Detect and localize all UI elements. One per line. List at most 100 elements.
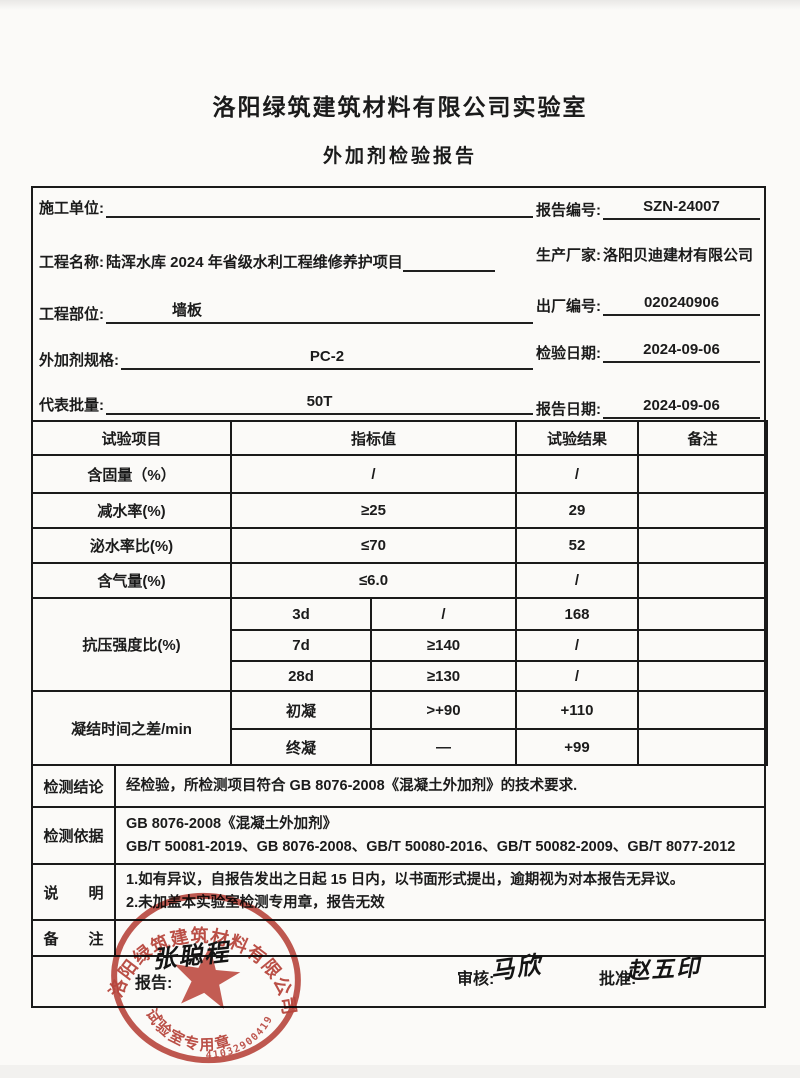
table-row: 减水率(%) ≥25 29 [31, 492, 769, 529]
stamp-ring [111, 892, 301, 1064]
row-note [637, 492, 769, 529]
notes-row: 说 明 1.如有异议，自报告发出之日起 15 日内，以书面形式提出，逾期视为对本… [31, 863, 766, 921]
basis-row: 检测依据 GB 8076-2008《混凝土外加剂》 GB/T 50081-201… [31, 806, 766, 865]
strength-ratio-item: 抗压强度比(%) [31, 597, 232, 692]
test-date-value: 2024-09-06 [603, 339, 760, 363]
row-result: / [515, 562, 640, 599]
col-header-result: 试验结果 [515, 420, 640, 456]
construction-unit-value [106, 196, 533, 218]
row-note [637, 629, 769, 662]
row-stage: 终凝 [230, 728, 372, 766]
report-date-label: 报告日期: [536, 401, 601, 418]
row-spec: ≥140 [369, 629, 518, 662]
approve-signature: 赵五印 [625, 955, 702, 985]
row-age: 7d [230, 629, 372, 662]
table-row: 28d ≥130 / [32, 660, 769, 692]
approve-sign-label: 批准: [599, 971, 637, 988]
admixture-spec-label: 外加剂规格: [39, 352, 119, 369]
batch-size-label: 代表批量: [39, 397, 104, 414]
sections-table: 检测结论 经检验，所检测项目符合 GB 8076-2008《混凝土外加剂》的技术… [31, 764, 766, 957]
review-sign-label: 审核: [457, 971, 495, 988]
basis-line-2: GB/T 50081-2019、GB 8076-2008、GB/T 50080-… [126, 838, 736, 855]
conclusion-row: 检测结论 经检验，所检测项目符合 GB 8076-2008《混凝土外加剂》的技术… [31, 764, 766, 808]
basis-label: 检测依据 [31, 806, 116, 865]
row-result: / [515, 629, 640, 662]
lab-title: 洛阳绿筑建筑材料有限公司实验室 [212, 94, 588, 120]
report-no-field: 报告编号: SZN-24007 [536, 196, 760, 220]
manufacturer-label: 生产厂家: [536, 247, 601, 264]
row-note [637, 597, 769, 631]
report-date-value: 2024-09-06 [603, 395, 760, 419]
admixture-spec-value: PC-2 [121, 346, 533, 370]
report-no-label: 报告编号: [536, 202, 601, 219]
report-title: 外加剂检验报告 [322, 146, 477, 167]
table-row: 抗压强度比(%) 3d / 168 [31, 597, 769, 692]
setting-time-item: 凝结时间之差/min [31, 690, 232, 766]
signoff-row: 报告: 审核: 批准: [33, 949, 764, 1006]
row-item: 泌水率比(%) [31, 527, 232, 564]
row-note [637, 527, 769, 564]
report-date-field: 报告日期: 2024-09-06 [536, 395, 760, 419]
factory-no-label: 出厂编号: [536, 298, 601, 315]
remark-label: 备 注 [31, 919, 116, 957]
notes-label: 说 明 [31, 863, 116, 921]
table-header-row: 试验项目 指标值 试验结果 备注 [31, 420, 769, 456]
table-row: 凝结时间之差/min 初凝 >+90 +110 [31, 690, 769, 766]
row-result: 52 [515, 527, 640, 564]
manufacturer-field: 生产厂家: 洛阳贝迪建材有限公司 [536, 244, 760, 265]
row-stage: 初凝 [230, 690, 372, 730]
row-spec: / [229, 454, 518, 494]
row-spec: ≤6.0 [229, 562, 518, 599]
official-stamp: 洛阳绿筑建筑材料有限公司 试验室专用章 4103290041992 [96, 878, 309, 1069]
row-result: 168 [515, 597, 640, 631]
row-note [637, 660, 769, 692]
row-note [637, 454, 769, 494]
row-item: 减水率(%) [31, 492, 232, 529]
table-row: 含气量(%) ≤6.0 / [31, 562, 769, 599]
admixture-spec-field: 外加剂规格: PC-2 [39, 346, 533, 370]
construction-unit-label: 施工单位: [39, 200, 104, 217]
test-date-field: 检验日期: 2024-09-06 [536, 339, 760, 363]
report-form: 施工单位: 工程名称: 陆浑水库 2024 年省级水利工程维修养护项目 工程部位… [31, 186, 769, 1008]
col-header-item: 试验项目 [31, 420, 232, 456]
row-result: 29 [515, 492, 640, 529]
row-note [637, 562, 769, 599]
row-spec: — [369, 728, 518, 766]
project-name-value: 陆浑水库 2024 年省级水利工程维修养护项目 [106, 254, 403, 271]
manufacturer-value: 洛阳贝迪建材有限公司 [603, 247, 754, 264]
table-row: 泌水率比(%) ≤70 52 [31, 527, 769, 564]
row-result: / [515, 454, 640, 494]
project-part-label: 工程部位: [39, 306, 104, 323]
results-table: 试验项目 指标值 试验结果 备注 含固量（%） / / 减水率(%) ≥25 2… [31, 420, 769, 766]
row-result: +99 [515, 728, 640, 766]
row-result: / [515, 660, 640, 692]
batch-size-value: 50T [106, 391, 533, 415]
table-row: 含固量（%） / / [31, 454, 769, 494]
row-item: 含固量（%） [31, 454, 232, 494]
row-spec: / [369, 597, 518, 631]
notes-line-1: 1.如有异议，自报告发出之日起 15 日内，以书面形式提出，逾期视为对本报告无异… [126, 872, 685, 888]
row-age: 28d [230, 660, 372, 692]
conclusion-text: 经检验，所检测项目符合 GB 8076-2008《混凝土外加剂》的技术要求. [114, 764, 766, 808]
row-note [637, 690, 769, 730]
remark-text [114, 919, 766, 957]
col-header-note: 备注 [637, 420, 769, 456]
row-item: 含气量(%) [31, 562, 232, 599]
remark-row: 备 注 [31, 919, 766, 957]
batch-size-field: 代表批量: 50T [39, 391, 533, 415]
row-result: +110 [515, 690, 640, 730]
row-spec: ≥130 [369, 660, 518, 692]
project-part-value: 墙板 [106, 300, 533, 324]
report-no-value: SZN-24007 [603, 196, 760, 220]
row-spec: >+90 [369, 690, 518, 730]
table-row: 7d ≥140 / [32, 629, 769, 662]
project-name-underline [402, 250, 495, 272]
project-name-field: 工程名称: 陆浑水库 2024 年省级水利工程维修养护项目 [39, 250, 533, 272]
table-row: 终凝 — +99 [32, 728, 769, 766]
row-spec: ≥25 [229, 492, 518, 529]
review-signature: 马欣 [488, 950, 545, 986]
basis-line-1: GB 8076-2008《混凝土外加剂》 [126, 815, 338, 832]
factory-no-field: 出厂编号: 020240906 [536, 292, 760, 316]
report-sign-label: 报告: [135, 975, 173, 992]
row-spec: ≤70 [229, 527, 518, 564]
